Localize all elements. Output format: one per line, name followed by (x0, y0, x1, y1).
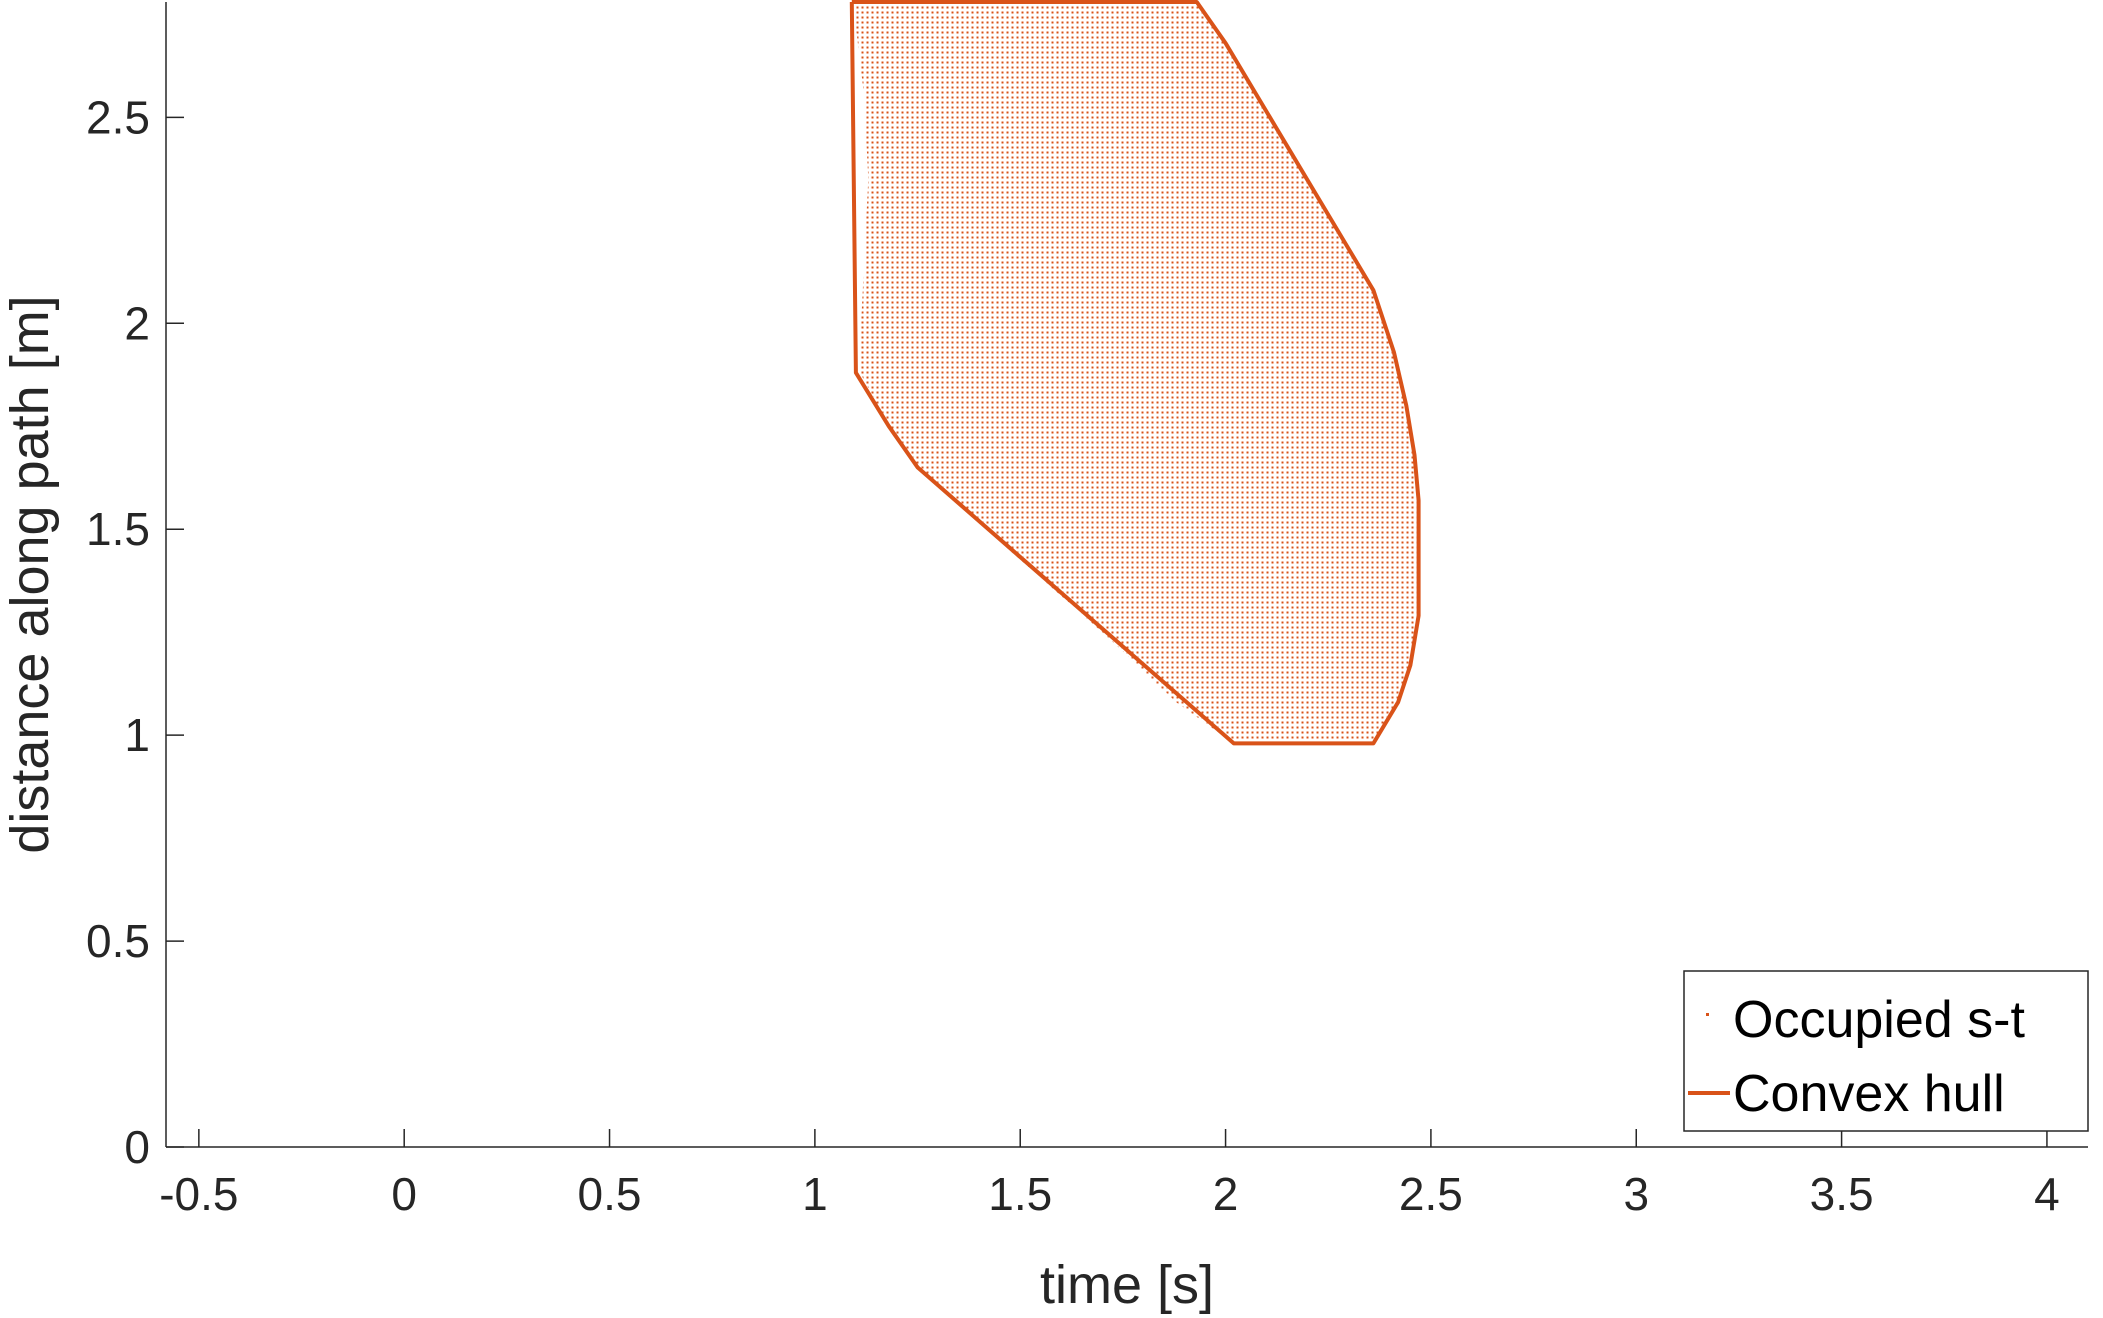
occupied-region-layer (855, 2, 1419, 744)
convex-hull-line (849, 0, 1421, 746)
legend: Occupied s-t Convex hull (1683, 970, 2089, 1132)
x-tick-label: 4 (2034, 1168, 2060, 1220)
legend-box (1683, 970, 2089, 1132)
x-tick-label: -0.5 (159, 1168, 238, 1220)
y-tick-label: 0.5 (86, 915, 150, 967)
axes (165, 2, 2088, 1148)
y-tick-label: 2.5 (86, 91, 150, 143)
x-tick-label: 0 (391, 1168, 417, 1220)
x-tick-label: 1 (802, 1168, 828, 1220)
y-tick-label: 0 (124, 1121, 150, 1173)
y-tick-label: 2 (124, 297, 150, 349)
x-tick-label: 2.5 (1399, 1168, 1463, 1220)
legend-label-convex-hull: Convex hull (1733, 1065, 2005, 1123)
convex-hull-layer (849, 0, 1421, 746)
x-tick-label: 3 (1623, 1168, 1649, 1220)
y-axis-title: distance along path [m] (0, 295, 60, 853)
legend-marker-occupied (1706, 1013, 1709, 1016)
legend-label-occupied: Occupied s-t (1733, 991, 2025, 1049)
y-ticks: 0 0.5 1 1.5 2 2.5 (86, 91, 184, 1173)
y-tick-label: 1 (124, 709, 150, 761)
y-tick-label: 1.5 (86, 503, 150, 555)
x-ticks: -0.5 0 0.5 1 1.5 2 2.5 3 3.5 4 (159, 1129, 2060, 1220)
occupied-st-region (855, 2, 1419, 744)
x-tick-label: 1.5 (988, 1168, 1052, 1220)
x-tick-label: 0.5 (578, 1168, 642, 1220)
x-axis-title: time [s] (1040, 1255, 1214, 1315)
x-tick-label: 2 (1213, 1168, 1239, 1220)
x-tick-label: 3.5 (1810, 1168, 1874, 1220)
